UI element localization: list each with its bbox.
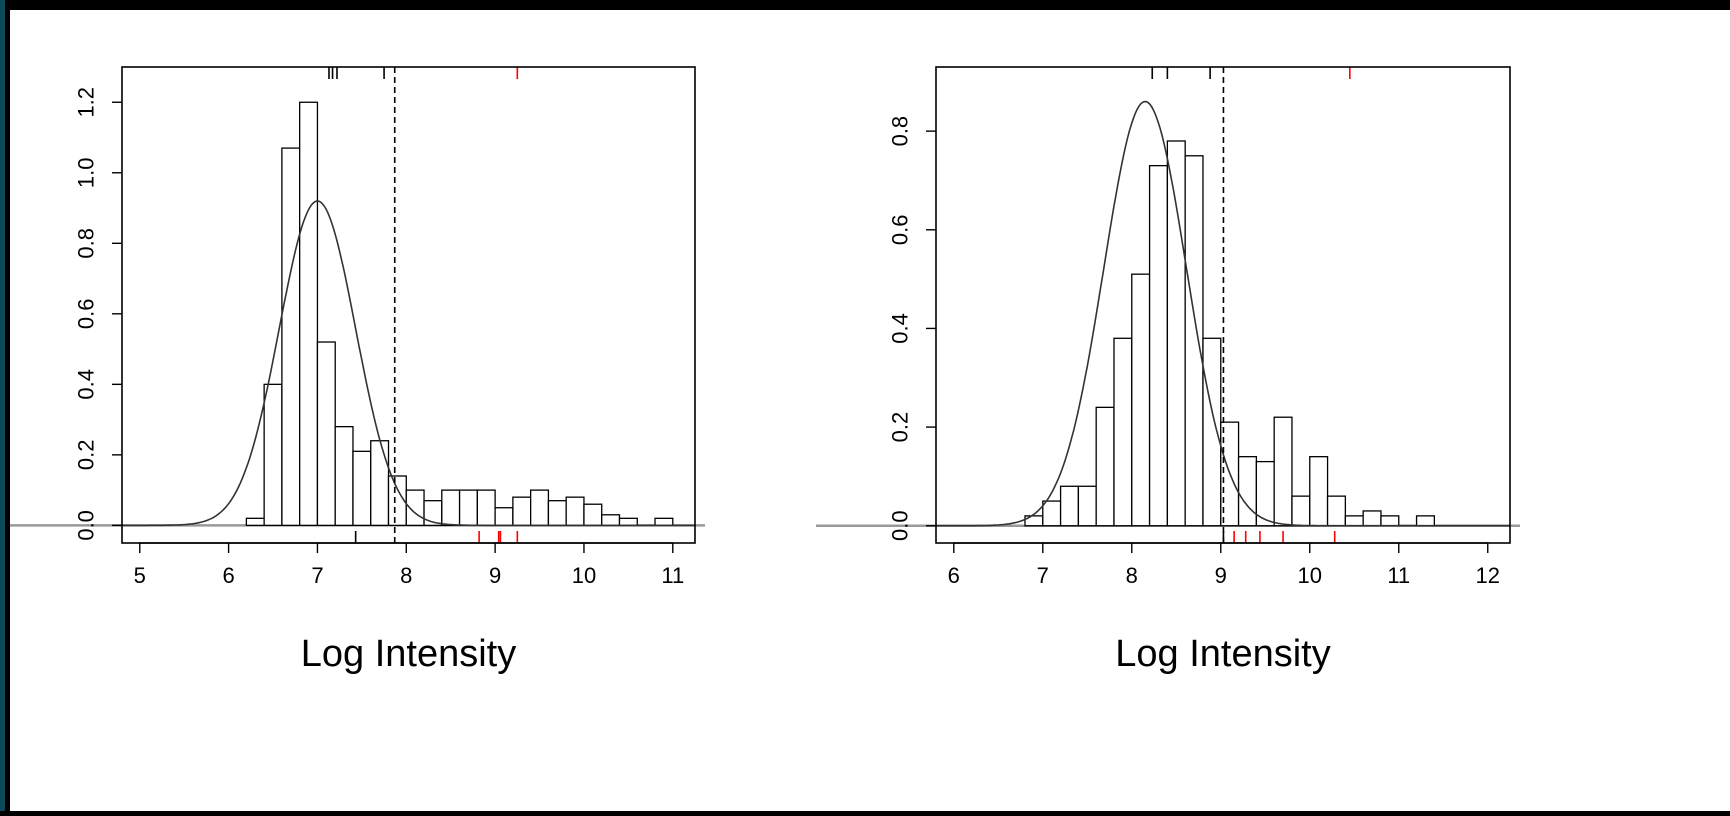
histogram-bar	[547, 500, 567, 527]
histogram-bar	[1042, 500, 1062, 527]
histogram-bar	[618, 517, 638, 527]
x-tick-label: 8	[1126, 563, 1138, 588]
x-axis-title: Log Intensity	[1115, 633, 1330, 675]
histogram-bar	[565, 496, 585, 527]
histogram-bar	[1326, 495, 1347, 527]
histogram-bar	[1131, 273, 1151, 527]
histogram-bar	[1309, 456, 1329, 527]
histogram-bar	[601, 514, 621, 527]
histogram-bar	[1273, 416, 1293, 527]
x-tick-label: 10	[1298, 563, 1322, 588]
histogram-bar	[476, 489, 496, 527]
histogram-bar	[494, 507, 514, 527]
histogram-bar	[583, 503, 603, 527]
histogram-bar	[334, 425, 354, 527]
histogram-bar	[281, 147, 301, 527]
y-tick-label: 0.4	[888, 313, 913, 344]
x-tick-label: 9	[489, 563, 501, 588]
histogram-bar	[1184, 155, 1204, 527]
histogram-bar	[1362, 510, 1382, 527]
histogram-bar	[1202, 337, 1222, 527]
y-tick-label: 0.8	[888, 116, 913, 147]
density-curve	[936, 100, 1510, 527]
y-tick-label: 0.8	[74, 228, 99, 259]
x-tick-label: 8	[400, 563, 412, 588]
histogram-bar	[1380, 515, 1400, 527]
histogram-bar	[512, 496, 532, 527]
x-tick-label: 9	[1215, 563, 1227, 588]
histogram-bar	[441, 489, 461, 527]
x-tick-label: 10	[572, 563, 596, 588]
histogram-bar	[1415, 515, 1436, 527]
histogram-bar	[1113, 337, 1133, 527]
histogram-bar	[458, 489, 478, 527]
y-tick-label: 0.0	[888, 510, 913, 541]
x-tick-label: 6	[948, 563, 960, 588]
histogram-bar	[1095, 406, 1115, 527]
x-tick-label: 12	[1476, 563, 1500, 588]
histogram-bar	[370, 440, 390, 527]
histogram-bar	[299, 101, 319, 527]
x-tick-label: 6	[222, 563, 234, 588]
y-tick-label: 1.2	[74, 87, 99, 118]
y-tick-label: 0.2	[888, 412, 913, 443]
y-tick-label: 0.6	[888, 214, 913, 245]
x-tick-label: 5	[134, 563, 146, 588]
histogram-bar	[352, 450, 372, 527]
y-tick-label: 0.6	[74, 299, 99, 330]
chart-right: 6 7 8 9 10 11 12 0.0 0.2 0.4 0.6 0.8 Log Intensity	[816, 66, 1520, 675]
histogram-bar	[245, 517, 265, 527]
histogram-bar	[1344, 515, 1364, 527]
histogram-figure: 5 6 7 8 9 10 11 0.0 0.2 0.4 0.6 0.8 1.0 1.2 Log Intens…	[10, 66, 1520, 675]
y-tick-label: 0.0	[74, 510, 99, 541]
plot-frame	[121, 66, 696, 544]
x-axis-title: Log Intensity	[301, 633, 516, 675]
histogram-bar	[263, 383, 283, 527]
histogram-bar	[1077, 485, 1097, 527]
figure-panel: 5 6 7 8 9 10 11 0.0 0.2 0.4 0.6 0.8 1.0 1.2 Log Intens…	[10, 10, 1730, 811]
x-tick-label: 7	[311, 563, 323, 588]
x-tick-label: 11	[1387, 563, 1410, 588]
x-tick-label: 11	[661, 563, 684, 588]
y-tick-label: 0.4	[74, 369, 99, 400]
y-tick-label: 0.2	[74, 440, 99, 471]
histogram-bar	[1148, 165, 1169, 527]
histogram-bar	[654, 517, 674, 527]
histogram-bar	[1059, 485, 1080, 527]
histogram-bar	[1237, 456, 1258, 527]
histogram-bar	[1166, 140, 1186, 527]
y-tick-label: 1.0	[74, 157, 99, 188]
density-curve	[122, 200, 695, 527]
x-tick-label: 7	[1037, 563, 1049, 588]
histogram-bar	[530, 489, 550, 527]
histogram-bar	[1291, 495, 1311, 527]
histogram-bar	[316, 341, 336, 527]
chart-left: 5 6 7 8 9 10 11 0.0 0.2 0.4 0.6 0.8 1.0 1.2 Log Intens…	[10, 66, 705, 675]
